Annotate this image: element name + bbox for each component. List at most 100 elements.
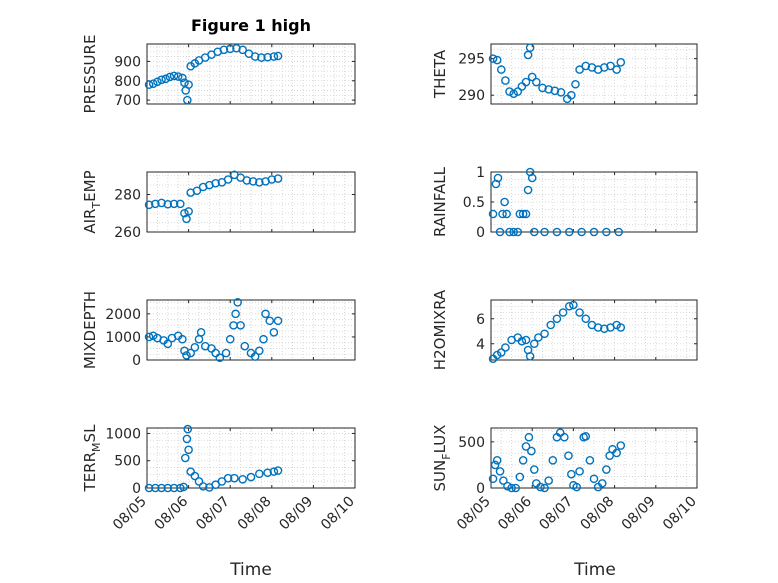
data-point (223, 175, 233, 184)
subplot-air-temp: 260 280 AIRTEMP (81, 170, 356, 241)
data-point (194, 477, 204, 486)
data-point (521, 442, 531, 451)
y-tick-label: 4 (476, 337, 485, 353)
data-point (488, 209, 498, 219)
data-point (231, 309, 240, 319)
data-point (571, 79, 580, 89)
data-point (211, 348, 220, 358)
data-point (259, 334, 268, 344)
data-point (225, 334, 235, 344)
data-point (509, 89, 518, 99)
y-tick-label: 700 (114, 93, 141, 109)
data-point (261, 309, 270, 319)
data-point (550, 86, 560, 96)
data-point (248, 177, 258, 186)
y-axis-label: PRESSURE (81, 35, 99, 114)
data-point (616, 323, 626, 332)
data-point (600, 63, 609, 72)
data-point (492, 55, 502, 65)
subplot-theta: 290 295 THETA (431, 43, 698, 105)
data-point (534, 333, 543, 342)
y-tick-label: 1000 (105, 330, 141, 346)
data-point (184, 445, 193, 455)
data-point (495, 227, 505, 237)
data-point (589, 227, 599, 237)
data-point (265, 316, 275, 326)
data-point (600, 324, 609, 334)
data-point (612, 65, 621, 74)
data-point (151, 483, 160, 493)
x-tick-label: 08/09 (619, 494, 659, 534)
data-point (173, 72, 183, 81)
y-axis-label: THETA (431, 49, 449, 99)
data-point (273, 51, 283, 61)
data-point (616, 57, 626, 67)
y-tick-label: 800 (114, 74, 141, 90)
data-point (513, 87, 523, 96)
y-tick-label: 280 (114, 188, 141, 204)
data-point (144, 332, 154, 342)
data-point (589, 474, 599, 484)
data-point (524, 432, 534, 442)
y-axis-label: RAINFALL (431, 166, 449, 237)
subplot-h2omixra: 4 6 H2OMIXRA (431, 289, 698, 370)
data-point (564, 227, 574, 237)
data-point (190, 471, 200, 481)
data-point (169, 199, 179, 209)
data-point (564, 301, 574, 311)
data-point (230, 473, 239, 483)
data-point (518, 209, 528, 219)
data-point (518, 456, 528, 465)
x-tick-label: 08/08 (235, 494, 275, 534)
y-tick-label: 1 (476, 165, 485, 181)
axes-box (146, 299, 356, 361)
data-point (581, 61, 591, 71)
data-point (148, 331, 158, 341)
data-point (529, 227, 539, 237)
data-point (269, 467, 279, 476)
data-point (581, 314, 591, 324)
data-point (238, 474, 247, 484)
y-tick-label: 290 (458, 88, 485, 104)
data-point (179, 482, 188, 492)
axes-box (146, 43, 356, 105)
data-point (569, 300, 578, 310)
data-point (525, 351, 535, 361)
data-point (163, 339, 173, 349)
data-point (215, 353, 225, 362)
data-point (255, 346, 264, 356)
data-point (616, 441, 626, 450)
data-point (552, 314, 562, 324)
data-point (572, 482, 581, 492)
data-point (242, 176, 252, 185)
x-tick-label: 08/05 (454, 494, 494, 534)
data-point (496, 348, 506, 357)
data-point (238, 45, 247, 55)
data-point (250, 52, 260, 61)
y-axis-label: AIRTEMP (81, 170, 103, 233)
data-point (225, 44, 235, 54)
data-point (169, 483, 179, 493)
data-point (536, 482, 545, 492)
data-point (502, 209, 511, 219)
y-tick-label: 6 (476, 312, 485, 328)
data-point (196, 328, 206, 337)
subplot-terr-msl: 0 500 1000 08/05 08/06 08/07 08/08 08/09 08/10 TE… (81, 424, 358, 533)
x-tick-label: 08/10 (318, 494, 358, 534)
data-point (544, 476, 553, 485)
data-point (255, 469, 264, 479)
data-point (498, 209, 507, 219)
data-point (521, 209, 531, 219)
x-tick-label: 08/07 (193, 494, 233, 534)
x-tick-label: 08/08 (578, 494, 618, 534)
data-point (529, 465, 539, 474)
data-point (163, 483, 173, 493)
y-tick-label: 1000 (105, 426, 141, 442)
x-axis-label-right: Time (573, 560, 616, 580)
data-point (488, 474, 498, 484)
data-point (182, 351, 191, 360)
y-axis-label: MIXDEPTH (81, 291, 99, 369)
data-point (577, 227, 586, 237)
axes-box (146, 427, 356, 489)
